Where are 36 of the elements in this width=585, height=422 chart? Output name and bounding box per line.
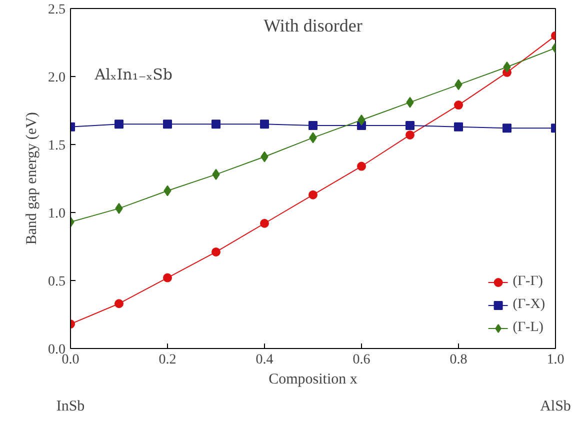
- legend-label: (Γ-Γ): [512, 274, 543, 290]
- y-tick-label: 0.5: [48, 274, 66, 290]
- x-tick-label: 0.4: [256, 352, 274, 368]
- text: InSb: [56, 398, 85, 414]
- y-tick-label: 1.0: [48, 206, 66, 222]
- x-tick-label: 0.6: [352, 352, 370, 368]
- point: [454, 122, 463, 132]
- text: AlSb: [540, 398, 571, 414]
- point: [260, 218, 269, 228]
- y-tick-label: 1.5: [48, 138, 66, 154]
- x-axis-title: Composition x: [268, 372, 358, 388]
- point: [163, 273, 172, 282]
- x-tick-label: 1.0: [546, 352, 564, 368]
- point: [454, 100, 463, 110]
- point: [114, 299, 124, 308]
- legend-label: (Γ-X): [512, 297, 545, 313]
- point: [502, 124, 512, 133]
- point: [212, 247, 220, 256]
- x-tick-label: 0.2: [158, 352, 176, 368]
- annotation: With disorder: [264, 16, 362, 36]
- point: [260, 120, 269, 129]
- x-tick-label: 0.8: [450, 352, 468, 368]
- point: [163, 120, 172, 129]
- point: [406, 120, 414, 130]
- x-tick-label: 0.0: [62, 352, 80, 368]
- point: [212, 120, 220, 129]
- y-axis-title: Band gap energy (eV): [24, 112, 40, 245]
- point: [308, 190, 318, 200]
- annotation: AlₓIn₁₋ₓSb: [94, 65, 172, 84]
- point: [357, 162, 366, 171]
- point: [406, 130, 414, 140]
- legend-label: (Γ-L): [512, 320, 544, 336]
- point: [308, 120, 318, 130]
- y-tick-label: 2.5: [48, 2, 66, 18]
- point: [114, 120, 124, 129]
- y-tick-label: 2.0: [48, 70, 66, 86]
